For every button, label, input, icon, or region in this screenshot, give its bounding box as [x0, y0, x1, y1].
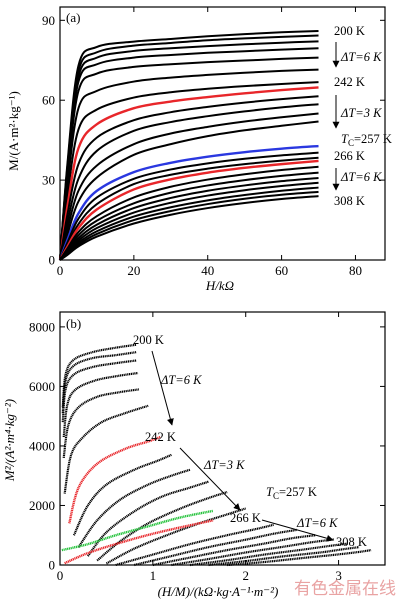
panel-b-tc-label: TC=257 K — [266, 485, 317, 501]
panel-b-delta-6k-bottom: ΔT=6 K — [296, 516, 338, 530]
series-line-245k — [59, 95, 319, 261]
panel-b-label-242k: 242 K — [145, 430, 176, 444]
series-line-272k — [59, 165, 319, 261]
panel-a-label-266k: 266 K — [334, 149, 365, 163]
panel-b-label: (b) — [66, 316, 81, 331]
y-tick-label: 90 — [42, 13, 55, 28]
series-curve-248k — [77, 468, 191, 548]
series-line-284k — [59, 176, 319, 261]
x-tick-label: 20 — [127, 263, 140, 278]
panel-a-delta-3k: ΔT=3 K — [340, 106, 382, 120]
panel-b-series — [61, 343, 372, 567]
panel-a-y-axis-label: M/(A·m²·kg⁻¹) — [6, 91, 21, 171]
panel-a-frame — [59, 6, 386, 261]
panel-a-series — [58, 29, 319, 261]
series-line-254k — [59, 120, 319, 261]
panel-a-delta-6k-top: ΔT=6 K — [340, 50, 382, 64]
series-curve-296k — [189, 542, 349, 567]
series-curve-251k — [86, 480, 209, 557]
panel-b-label-200k: 200 K — [133, 333, 164, 347]
series-curve-266k — [64, 519, 214, 565]
panel-a-label-200k: 200 K — [334, 24, 365, 38]
x-tick-label: 3 — [335, 568, 342, 583]
panel-b-y-axis-label: M²/(A²·m⁴·kg⁻²) — [2, 399, 17, 482]
x-tick-label: 80 — [349, 263, 362, 278]
x-tick-label: 2 — [242, 568, 249, 583]
panel-b-frame — [59, 311, 386, 566]
panel-a-ticks: 0 20 40 60 80 0 30 60 90 — [42, 7, 385, 278]
series-curve-218k — [62, 371, 139, 438]
series-curve-230k — [63, 404, 149, 494]
panel-b-ticks: 0 1 2 3 0 2000 4000 6000 8000 — [29, 312, 385, 583]
series-line-236k — [59, 81, 319, 261]
series-line-248k — [59, 103, 319, 261]
series-curve-257k — [61, 509, 214, 552]
panel-b-label-266k: 266 K — [230, 511, 261, 525]
series-line-257k — [58, 144, 319, 261]
panel-b-label-308k: 308 K — [336, 535, 367, 549]
series-curve-278k — [134, 528, 297, 567]
panel-b-arrow-1 — [151, 350, 174, 426]
y-tick-label: 30 — [42, 173, 55, 188]
x-tick-label: 60 — [275, 263, 288, 278]
y-tick-label: 2000 — [29, 498, 55, 513]
y-tick-label: 6000 — [29, 379, 55, 394]
panel-a-x-axis-label: H/kΩ — [205, 278, 234, 293]
series-line-230k — [59, 68, 319, 261]
series-curve-284k — [152, 534, 316, 567]
series-line-224k — [59, 56, 319, 261]
panel-a-label: (a) — [66, 10, 80, 25]
panel-a-label-242k: 242 K — [334, 75, 365, 89]
panel-b-arrow-2 — [179, 447, 241, 511]
series-curve-242k — [68, 435, 161, 524]
y-tick-label: 4000 — [29, 438, 55, 453]
panel-b-arrow-3 — [261, 519, 334, 542]
series-line-302k — [59, 190, 319, 261]
x-tick-label: 40 — [201, 263, 214, 278]
series-curve-302k — [208, 546, 360, 567]
x-tick-label: 0 — [57, 263, 64, 278]
series-curve-200k — [61, 343, 137, 408]
y-tick-label: 60 — [42, 93, 55, 108]
series-curve-206k — [61, 351, 137, 414]
series-line-260k — [59, 151, 319, 261]
series-curve-272k — [115, 523, 274, 567]
series-line-263k — [59, 156, 319, 261]
y-tick-label: 0 — [49, 558, 56, 573]
series-line-266k — [58, 159, 319, 261]
x-tick-label: 0 — [57, 568, 64, 583]
series-line-290k — [59, 181, 319, 261]
series-line-200k — [59, 29, 319, 261]
series-line-218k — [59, 47, 319, 261]
series-line-251k — [59, 112, 319, 261]
series-line-278k — [59, 171, 319, 261]
series-curve-260k — [105, 507, 247, 565]
series-curve-245k — [72, 453, 172, 536]
panel-a-label-308k: 308 K — [334, 194, 365, 208]
y-tick-label: 8000 — [29, 319, 55, 334]
series-line-308k — [59, 195, 319, 261]
series-curve-308k — [227, 549, 372, 567]
series-curve-290k — [171, 538, 335, 567]
panel-a-tc-label: TC=257 K — [341, 132, 392, 148]
panel-a-delta-6k-bottom: ΔT=6 K — [340, 170, 382, 184]
panel-b-x-axis-label: (H/M)/(kΩ·kg·A⁻¹·m⁻²) — [158, 584, 279, 599]
series-curve-212k — [61, 359, 137, 423]
series-curve-224k — [62, 388, 140, 459]
panel-b-delta-6k-top: ΔT=6 K — [160, 373, 202, 387]
watermark-logo: 有色金属在线 — [294, 579, 396, 599]
panel-b: 0 1 2 3 0 2000 4000 6000 8000 (b) (H/M)/(kΩ·kg·A… — [2, 311, 386, 599]
series-line-242k — [58, 86, 319, 261]
panel-b-delta-3k: ΔT=3 K — [203, 458, 245, 472]
y-tick-label: 0 — [49, 253, 56, 268]
series-curve-254k — [96, 491, 228, 562]
x-tick-label: 1 — [150, 568, 157, 583]
